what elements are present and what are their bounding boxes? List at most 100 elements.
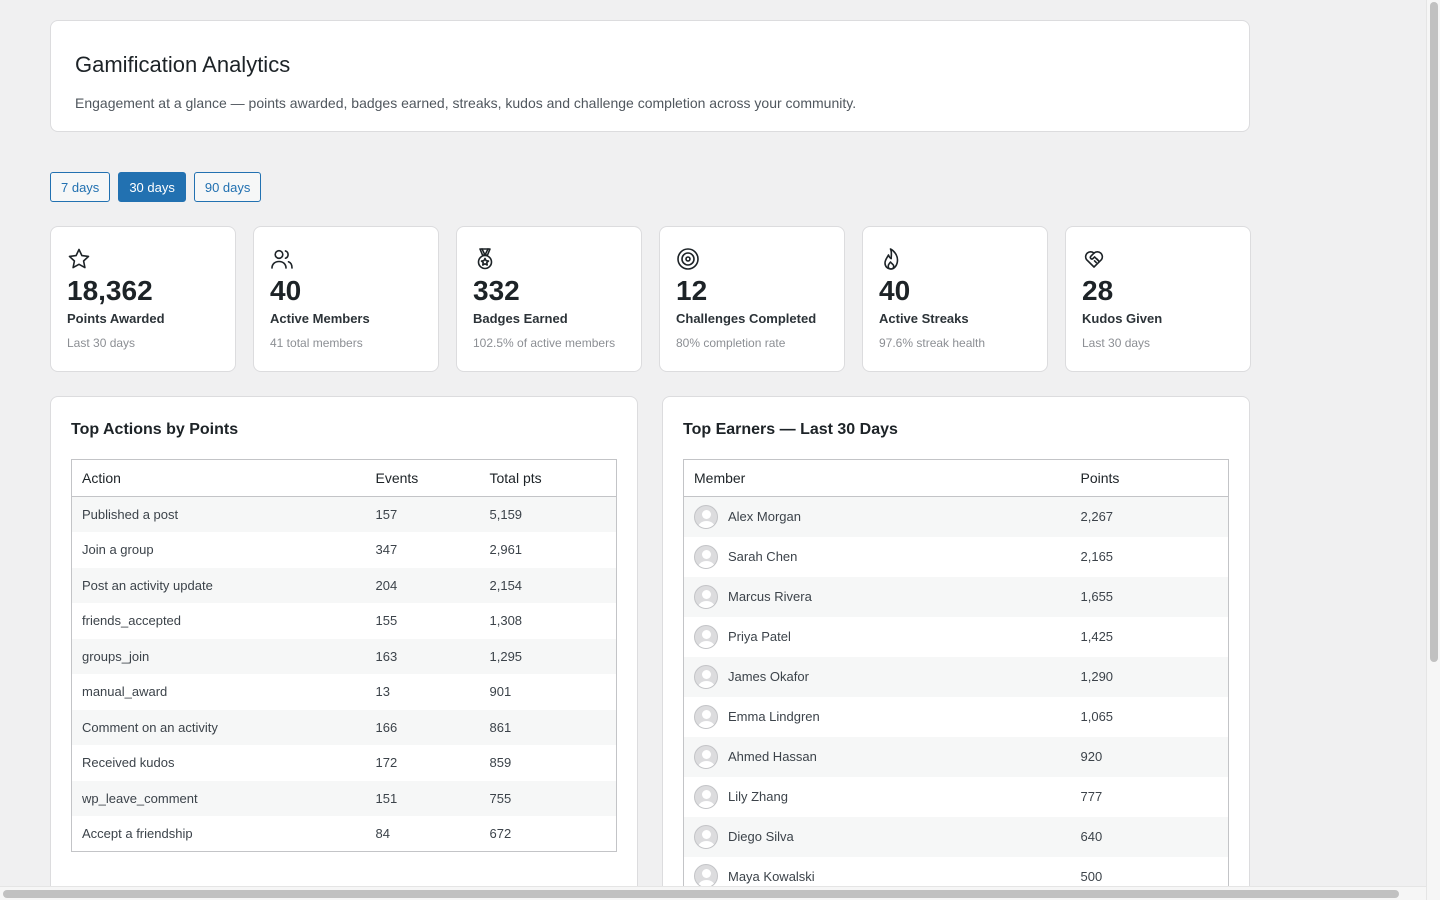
table-row: James Okafor 1,290 bbox=[683, 656, 1229, 697]
avatar bbox=[694, 544, 718, 569]
stat-label: Kudos Given bbox=[1082, 311, 1163, 326]
stat-card-challenges-completed: 12 Challenges Completed 80% completion r… bbox=[659, 226, 845, 372]
table-row: Priya Patel 1,425 bbox=[684, 617, 1229, 657]
stat-subtext: Last 30 days bbox=[1082, 336, 1151, 350]
events-cell: 166 bbox=[375, 719, 398, 735]
top-actions-table: Action Events Total pts Published a post… bbox=[71, 459, 617, 852]
header-card: Gamification Analytics Engagement at a g… bbox=[50, 20, 1250, 132]
total-pts-cell: 1,308 bbox=[489, 613, 523, 629]
table-header-row: Action Events Total pts bbox=[71, 459, 617, 497]
range-90-days-button[interactable]: 90 days bbox=[193, 172, 262, 202]
column-header-points: Points bbox=[1070, 459, 1229, 497]
action-cell: groups_join bbox=[82, 648, 150, 664]
member-cell: Emma Lindgren bbox=[684, 697, 1071, 737]
member: Alex Morgan bbox=[694, 504, 1061, 529]
total-pts-cell: 2,154 bbox=[489, 577, 523, 593]
member-cell: Alex Morgan bbox=[684, 497, 1071, 537]
stat-card-kudos-given: 28 Kudos Given Last 30 days bbox=[1065, 226, 1251, 372]
horizontal-scrollbar[interactable] bbox=[0, 886, 1426, 900]
stat-card-active-streaks: 40 Active Streaks 97.6% streak health bbox=[862, 226, 1048, 372]
avatar bbox=[694, 624, 718, 649]
member-name[interactable]: Marcus Rivera bbox=[728, 589, 812, 604]
vertical-scrollbar[interactable] bbox=[1426, 0, 1440, 900]
stat-cards: 18,362 Points Awarded Last 30 days 40 Ac… bbox=[50, 226, 1251, 372]
top-actions-panel: Top Actions by Points Action Events Tota… bbox=[50, 396, 638, 886]
stat-subtext: 97.6% streak health bbox=[879, 336, 986, 350]
top-actions-rows: Published a post 157 5,159 Join a group 347 2… bbox=[71, 496, 617, 852]
events-cell: 151 bbox=[375, 790, 398, 806]
action-cell: wp_leave_comment bbox=[82, 790, 198, 806]
table-row: Maya Kowalski 500 bbox=[684, 857, 1229, 886]
member-name[interactable]: Priya Patel bbox=[728, 629, 791, 644]
table-row: Emma Lindgren 1,065 bbox=[684, 697, 1229, 737]
stat-label: Points Awarded bbox=[67, 311, 165, 326]
events-cell: 163 bbox=[375, 648, 398, 664]
top-actions-title: Top Actions by Points bbox=[71, 421, 239, 438]
member-name[interactable]: Alex Morgan bbox=[728, 509, 801, 525]
member-cell: James Okafor bbox=[684, 657, 1071, 697]
page-viewport: Gamification Analytics Engagement at a g… bbox=[50, 20, 1251, 886]
avatar bbox=[694, 864, 718, 886]
action-cell: Published a post bbox=[82, 507, 179, 522]
table-row: Alex Morgan 2,267 bbox=[683, 496, 1229, 537]
member-name[interactable]: Emma Lindgren bbox=[728, 709, 820, 724]
events-cell: 347 bbox=[375, 542, 398, 558]
table-row: Received kudos 172 859 bbox=[72, 745, 617, 781]
page-title: Gamification Analytics bbox=[75, 52, 291, 77]
events-cell: 157 bbox=[375, 507, 398, 522]
points-cell: 500 bbox=[1080, 868, 1103, 884]
member-name[interactable]: Ahmed Hassan bbox=[728, 749, 817, 764]
table-row: friends_accepted 155 1,308 bbox=[72, 603, 617, 639]
action-cell: Comment on an activity bbox=[82, 719, 218, 735]
table-row: Published a post 157 5,159 bbox=[71, 496, 617, 532]
member-name[interactable]: Maya Kowalski bbox=[728, 868, 815, 884]
total-pts-cell: 672 bbox=[489, 826, 512, 841]
top-earners-title: Top Earners — Last 30 Days bbox=[683, 421, 898, 438]
column-header-events: Events bbox=[365, 459, 480, 497]
member-name[interactable]: Lily Zhang bbox=[728, 789, 788, 804]
stat-subtext: 41 total members bbox=[270, 336, 363, 350]
total-pts-cell: 5,159 bbox=[489, 507, 523, 522]
member-name[interactable]: Sarah Chen bbox=[728, 549, 798, 564]
action-cell: manual_award bbox=[82, 684, 168, 700]
points-cell: 777 bbox=[1080, 789, 1103, 804]
column-header-action: Action bbox=[71, 459, 366, 497]
column-header-member: Member bbox=[683, 459, 1071, 497]
stat-label: Active Members bbox=[270, 311, 370, 326]
total-pts-cell: 901 bbox=[489, 684, 512, 700]
table-row: Lily Zhang 777 bbox=[684, 777, 1229, 817]
range-30-days-button[interactable]: 30 days bbox=[118, 172, 186, 202]
action-cell: Accept a friendship bbox=[82, 826, 193, 841]
total-pts-cell: 2,961 bbox=[489, 542, 523, 558]
stat-subtext: 80% completion rate bbox=[676, 336, 786, 350]
table-row: Accept a friendship 84 672 bbox=[72, 816, 617, 852]
table-row: wp_leave_comment 151 755 bbox=[71, 780, 617, 816]
points-cell: 2,267 bbox=[1080, 509, 1114, 525]
stat-value: 40 bbox=[879, 275, 911, 306]
member-name[interactable]: James Okafor bbox=[728, 669, 809, 684]
medal-icon bbox=[473, 247, 497, 271]
stat-value: 18,362 bbox=[67, 275, 153, 306]
points-cell: 640 bbox=[1080, 829, 1103, 844]
events-cell: 13 bbox=[375, 684, 390, 700]
member-cell: Marcus Rivera bbox=[684, 577, 1071, 617]
horizontal-scrollbar-thumb[interactable] bbox=[3, 890, 1399, 898]
stat-card-points-awarded: 18,362 Points Awarded Last 30 days bbox=[50, 226, 236, 372]
stat-value: 12 bbox=[676, 275, 708, 306]
member: Priya Patel bbox=[694, 624, 1061, 649]
avatar bbox=[694, 664, 718, 689]
avatar bbox=[694, 824, 718, 849]
member-name[interactable]: Diego Silva bbox=[728, 829, 794, 844]
member-cell: Lily Zhang bbox=[684, 777, 1071, 817]
table-row: Comment on an activity 166 861 bbox=[71, 709, 617, 745]
member: Ahmed Hassan bbox=[694, 744, 1061, 769]
total-pts-cell: 1,295 bbox=[489, 648, 523, 664]
vertical-scrollbar-thumb[interactable] bbox=[1430, 2, 1438, 662]
member-cell: Priya Patel bbox=[684, 617, 1071, 657]
range-7-days-button[interactable]: 7 days bbox=[50, 172, 111, 202]
table-row: Sarah Chen 2,165 bbox=[684, 537, 1229, 577]
member-cell: Diego Silva bbox=[684, 817, 1071, 857]
stat-label: Active Streaks bbox=[879, 311, 969, 326]
total-pts-cell: 755 bbox=[489, 790, 512, 806]
member: Sarah Chen bbox=[694, 544, 1061, 569]
